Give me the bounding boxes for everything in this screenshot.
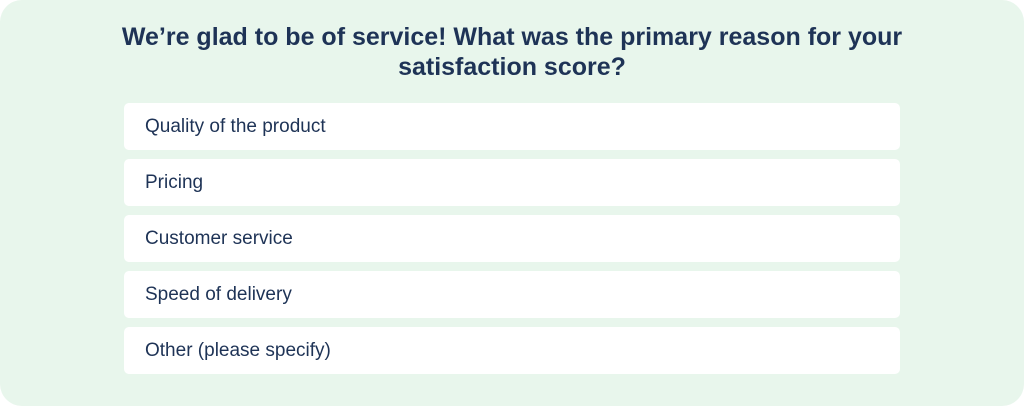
option[interactable]: Quality of the product	[124, 103, 900, 150]
question-title: We’re glad to be of service! What was th…	[121, 23, 903, 81]
option[interactable]: Pricing	[124, 159, 900, 206]
option[interactable]: Other (please specify)	[124, 327, 900, 374]
option[interactable]: Customer service	[124, 215, 900, 262]
options-list: Quality of the product Pricing Customer se…	[124, 103, 900, 383]
option[interactable]: Speed of delivery	[124, 271, 900, 318]
